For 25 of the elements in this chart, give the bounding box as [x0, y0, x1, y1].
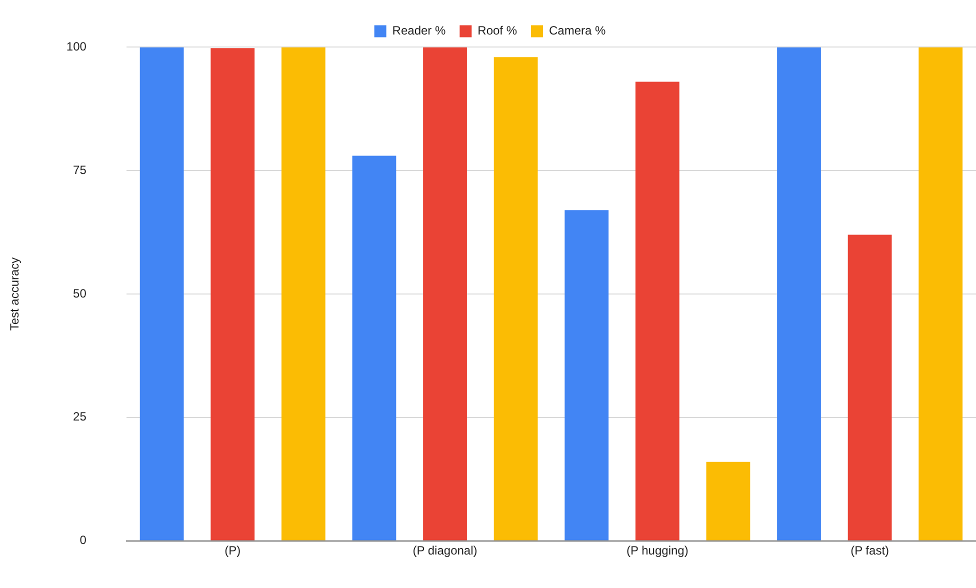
y-tick-label: 0 [80, 533, 87, 548]
y-axis-title: Test accuracy [8, 257, 22, 331]
bar [423, 47, 467, 540]
bar [281, 47, 326, 540]
bar [706, 462, 750, 540]
bar [918, 47, 963, 540]
x-tick-label: (P hugging) [626, 543, 688, 558]
x-tick-label: (P) [224, 543, 241, 558]
bar [494, 57, 538, 540]
x-tick-label: (P diagonal) [412, 543, 478, 558]
bar [210, 48, 255, 540]
bar [352, 156, 396, 540]
y-tick-label: 75 [73, 162, 87, 177]
bar [777, 47, 821, 540]
legend-label: Reader % [392, 24, 446, 38]
legend-label: Camera % [549, 24, 606, 38]
bar [564, 210, 609, 540]
y-tick-label: 50 [73, 286, 87, 300]
y-tick-label: 100 [66, 40, 87, 54]
bar [635, 82, 680, 540]
legend-label: Roof % [478, 24, 518, 38]
y-tick-label: 25 [73, 410, 87, 424]
bar [848, 234, 892, 540]
x-tick-label: (P fast) [850, 543, 890, 558]
bar [140, 47, 184, 540]
